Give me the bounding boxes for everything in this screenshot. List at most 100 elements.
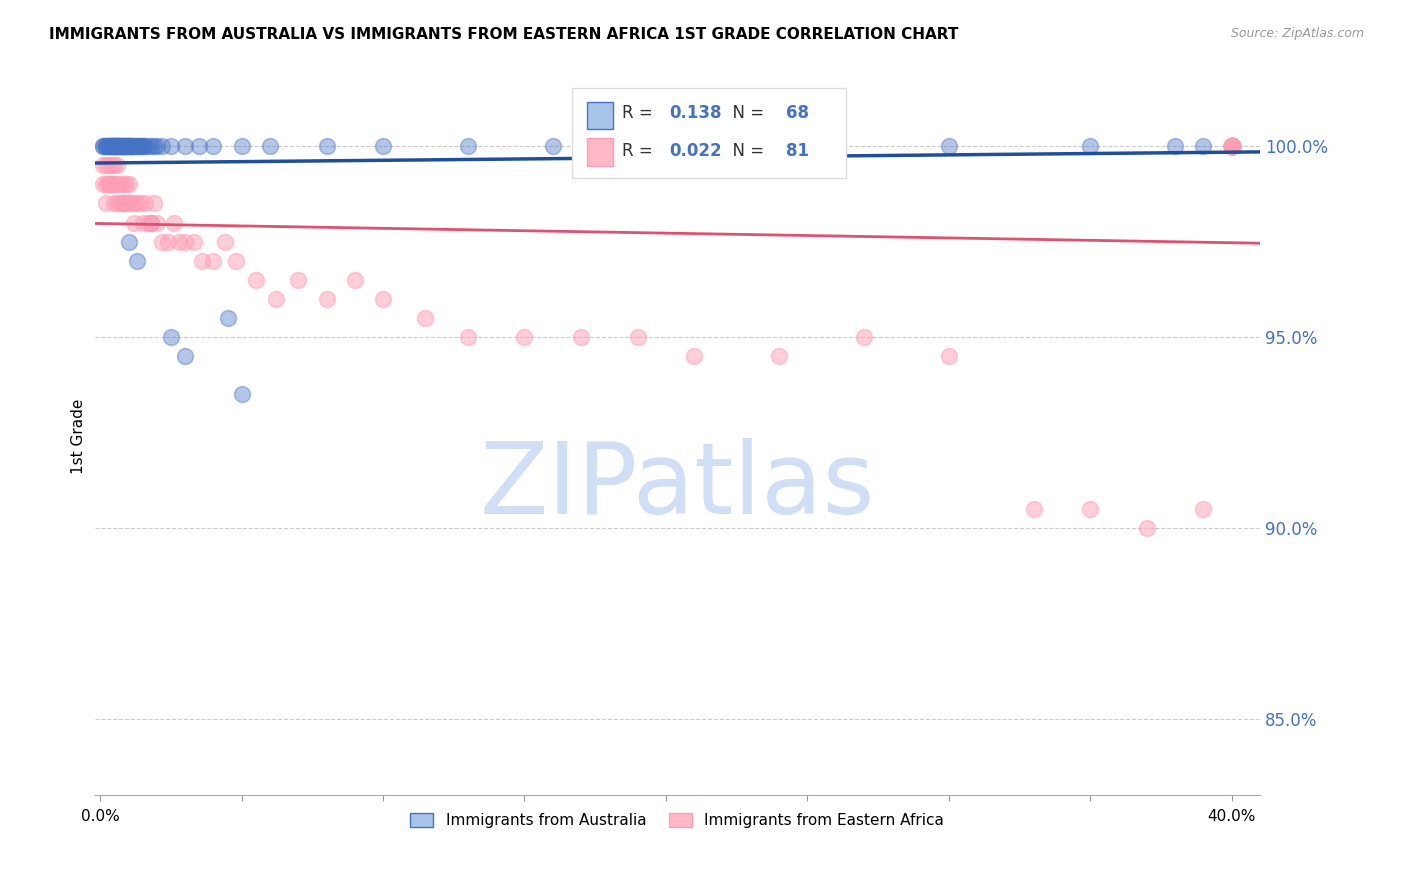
FancyBboxPatch shape [572, 88, 846, 178]
Text: R =: R = [623, 104, 658, 122]
FancyBboxPatch shape [588, 138, 613, 166]
Point [371, 292, 394, 306]
Point [111, 139, 134, 153]
Point [100, 139, 122, 153]
Point [1192, 139, 1215, 153]
Point [152, 139, 174, 153]
Point [125, 253, 148, 268]
Y-axis label: 1st Grade: 1st Grade [72, 399, 86, 475]
Point [139, 216, 162, 230]
Point [343, 273, 366, 287]
Point [1078, 139, 1101, 153]
Point [852, 330, 875, 344]
Point [134, 139, 156, 153]
Point [1220, 139, 1243, 153]
Point [111, 178, 134, 192]
Point [768, 349, 790, 363]
Point [103, 139, 125, 153]
Point [287, 273, 309, 287]
Point [100, 178, 122, 192]
Point [108, 139, 131, 153]
Point [627, 330, 650, 344]
Point [214, 235, 236, 249]
Point [245, 273, 267, 287]
Point [114, 139, 136, 153]
Point [131, 139, 153, 153]
Point [569, 330, 592, 344]
Text: 0.0%: 0.0% [82, 809, 120, 823]
Point [1022, 502, 1045, 516]
Text: 0.138: 0.138 [669, 104, 721, 122]
Point [191, 253, 214, 268]
Point [1220, 139, 1243, 153]
Point [122, 216, 145, 230]
Point [146, 216, 169, 230]
Point [108, 139, 131, 153]
Point [1220, 139, 1243, 153]
Point [160, 139, 183, 153]
Point [108, 178, 131, 192]
Point [938, 139, 960, 153]
Point [160, 330, 183, 344]
Text: 68: 68 [786, 104, 808, 122]
Point [315, 292, 337, 306]
Point [120, 196, 142, 211]
Point [163, 216, 186, 230]
Point [541, 139, 564, 153]
Point [111, 139, 134, 153]
Point [100, 139, 122, 153]
Point [94, 139, 117, 153]
Text: IMMIGRANTS FROM AUSTRALIA VS IMMIGRANTS FROM EASTERN AFRICA 1ST GRADE CORRELATIO: IMMIGRANTS FROM AUSTRALIA VS IMMIGRANTS … [49, 27, 959, 42]
Point [122, 139, 145, 153]
Point [117, 139, 139, 153]
Point [103, 139, 125, 153]
Point [125, 196, 148, 211]
Text: N =: N = [721, 143, 769, 161]
Point [97, 139, 120, 153]
Text: N =: N = [721, 104, 769, 122]
Point [157, 235, 180, 249]
Point [1220, 139, 1243, 153]
Point [1164, 139, 1187, 153]
Point [105, 178, 128, 192]
Point [114, 139, 136, 153]
Point [125, 139, 148, 153]
Point [117, 178, 139, 192]
Point [94, 178, 117, 192]
Point [264, 292, 287, 306]
Point [1220, 139, 1243, 153]
Point [415, 311, 437, 326]
Point [105, 139, 128, 153]
Point [1220, 139, 1243, 153]
Text: 0.022: 0.022 [669, 143, 721, 161]
Point [136, 139, 159, 153]
Point [91, 139, 114, 153]
Point [131, 216, 153, 230]
Point [111, 139, 134, 153]
Point [143, 196, 166, 211]
Point [105, 158, 128, 172]
Point [202, 139, 225, 153]
Point [111, 196, 134, 211]
Point [114, 196, 136, 211]
Point [711, 139, 734, 153]
Point [120, 139, 142, 153]
Point [174, 139, 197, 153]
Point [231, 139, 253, 153]
Point [1220, 139, 1243, 153]
Point [183, 235, 205, 249]
Point [174, 235, 197, 249]
Point [97, 139, 120, 153]
Point [91, 158, 114, 172]
Text: R =: R = [623, 143, 658, 161]
Point [103, 158, 125, 172]
Point [114, 139, 136, 153]
Point [103, 178, 125, 192]
Point [152, 235, 174, 249]
Point [103, 196, 125, 211]
Point [97, 178, 120, 192]
Point [108, 196, 131, 211]
Point [94, 158, 117, 172]
Point [169, 235, 191, 249]
Point [513, 330, 536, 344]
